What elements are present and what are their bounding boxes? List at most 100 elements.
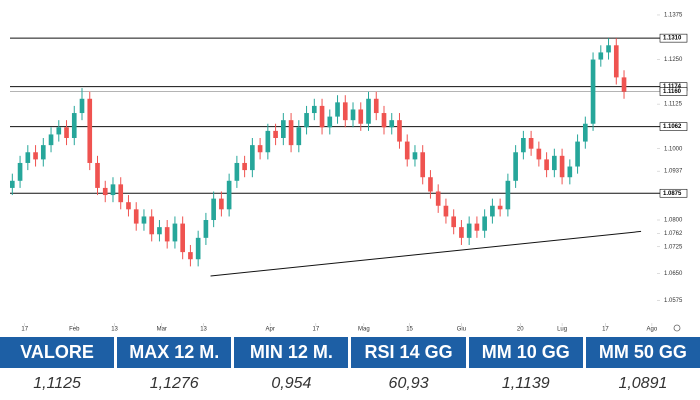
candle-body [311,105,317,114]
trend-line [210,230,642,277]
level-label: 1.1310 [663,36,682,42]
candle-body [590,59,596,124]
settings-icon[interactable] [673,324,681,332]
candle-body [56,127,62,135]
candle-body [118,184,124,203]
candle-body [40,145,46,160]
candle-body [350,109,356,121]
candle-body [157,227,162,235]
candle-body [33,152,38,160]
table-header: MIN 12 M. [234,337,349,368]
y-tick-label: 1.1250 [664,57,683,63]
candle-body [559,155,565,178]
candle-body [497,205,503,210]
candle-body [195,237,201,260]
candle-body [513,152,518,181]
candle-body [397,120,402,142]
y-tick-label: 1.0650 [664,271,683,277]
candle-body [327,116,333,128]
candle-body [435,191,441,206]
candle-body [358,109,364,124]
candle-body [373,98,379,114]
x-tick-label: 15 [406,327,413,333]
candle-body [567,166,573,178]
candle-body [226,180,232,210]
candle-body [482,216,487,231]
candle-body [474,223,480,231]
x-tick-label: Mag [358,327,370,333]
x-tick-label: 13 [111,327,118,333]
level-label: 1.0875 [663,191,682,197]
candle-body [335,102,340,117]
candle-body [48,134,54,146]
candle-body [180,223,185,253]
candle-body [242,162,247,171]
candle-body [528,138,534,149]
candle-body [211,198,216,221]
candle-body [64,127,69,138]
candle-body [79,98,85,114]
y-tick-label: 1.1125 [664,102,683,108]
x-tick-label: Feb [69,327,80,333]
level-label: 1.1174 [663,84,682,90]
y-tick-label: 1.1375 [664,13,683,19]
candle-body [613,45,619,78]
candle-body [219,198,224,210]
candle-body [443,205,449,217]
x-tick-label: 17 [21,327,28,333]
y-tick-label: 1.0800 [664,218,683,224]
table-value: 0,954 [271,375,312,392]
x-tick-label: 17 [602,327,609,333]
table-value: 1,0891 [618,375,668,392]
candle-body [273,130,278,138]
table-value: 1,1276 [149,375,199,392]
candle-body [544,159,549,171]
y-tick-label: 1.0762 [664,231,683,237]
table-header: MAX 12 M. [117,337,232,368]
candle-body [172,223,178,242]
candle-body [296,127,302,146]
candle-body [257,145,263,153]
table-header: VALORE [0,337,115,368]
table-header: MM 50 GG [585,337,700,368]
x-tick-label: 20 [517,327,524,333]
candle-body [466,223,472,238]
candle-body [250,145,255,171]
candle-body [428,177,433,192]
candle-body [404,141,410,160]
candle-body [319,105,325,128]
y-tick-label: 1.0725 [664,244,683,250]
candle-body [87,98,93,163]
candle-body [71,113,77,138]
candle-body [575,141,580,167]
candle-body [536,148,542,160]
candle-body [381,113,387,128]
y-tick-label: 1.0937 [664,169,683,175]
level-label-box [659,188,688,198]
candle-body [281,120,286,138]
table-value: 60,93 [388,375,429,392]
candle-body [606,45,611,53]
candle-body [188,252,193,260]
level-label: 1.1062 [663,124,682,130]
candle-body [203,220,209,238]
candle-body [420,152,426,178]
candle-body [25,152,31,163]
y-tick-label: 1.1000 [664,146,683,152]
level-label-box [659,87,688,96]
candle-body [149,216,155,235]
candle-body [412,152,418,160]
candle-body [164,227,170,242]
y-tick-label: 1.0575 [664,298,683,304]
candle-body [141,216,147,224]
candle-body [598,52,604,60]
candle-body [95,162,100,188]
x-tick-label: Ago [647,327,658,333]
x-tick-label: Mar [157,327,167,333]
candle-body [126,202,131,210]
candle-body [552,155,557,171]
level-label: 1.1160 [663,89,682,95]
candle-body [582,123,588,142]
candle-body [451,216,457,228]
